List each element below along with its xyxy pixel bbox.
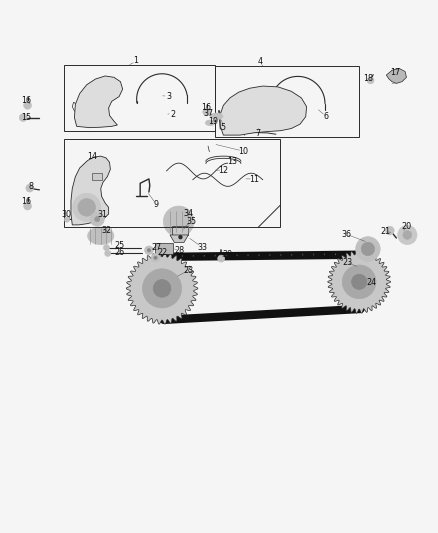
Ellipse shape — [211, 113, 223, 119]
Circle shape — [361, 242, 374, 256]
Text: 24: 24 — [366, 278, 377, 287]
Circle shape — [24, 202, 32, 210]
Text: 25: 25 — [114, 241, 124, 250]
Polygon shape — [220, 86, 307, 135]
Circle shape — [24, 101, 32, 109]
Text: 23: 23 — [342, 259, 353, 268]
Text: 19: 19 — [208, 117, 219, 126]
Bar — [215, 66, 359, 138]
Text: 8: 8 — [28, 182, 33, 191]
Text: 27: 27 — [152, 243, 162, 252]
Text: 6: 6 — [324, 112, 329, 121]
Polygon shape — [386, 69, 406, 84]
Text: 23: 23 — [183, 266, 194, 275]
Text: 10: 10 — [238, 147, 248, 156]
Circle shape — [105, 251, 111, 256]
Text: 22: 22 — [157, 248, 167, 257]
Circle shape — [90, 212, 104, 226]
Polygon shape — [170, 235, 188, 243]
Text: 13: 13 — [227, 157, 237, 166]
Text: 20: 20 — [401, 222, 411, 231]
Circle shape — [356, 237, 380, 261]
Circle shape — [367, 77, 374, 84]
Circle shape — [178, 235, 183, 239]
Text: 16: 16 — [21, 197, 31, 206]
Text: 35: 35 — [186, 217, 197, 226]
Text: 31: 31 — [98, 210, 107, 219]
Circle shape — [73, 193, 101, 221]
Circle shape — [151, 253, 160, 262]
Circle shape — [95, 216, 100, 222]
Text: 11: 11 — [249, 175, 259, 184]
Circle shape — [64, 217, 70, 222]
Text: 29: 29 — [223, 250, 233, 259]
Text: 32: 32 — [102, 225, 112, 235]
Text: 9: 9 — [154, 200, 159, 209]
Text: 21: 21 — [380, 228, 391, 237]
Text: 18: 18 — [363, 74, 373, 83]
Bar — [64, 140, 280, 227]
Bar — [172, 226, 188, 235]
Circle shape — [385, 226, 394, 235]
Circle shape — [352, 274, 367, 289]
Circle shape — [218, 255, 225, 262]
Text: 30: 30 — [62, 210, 71, 219]
Circle shape — [343, 265, 376, 298]
Circle shape — [142, 269, 182, 308]
Circle shape — [203, 108, 211, 116]
Circle shape — [403, 231, 412, 239]
Ellipse shape — [88, 227, 114, 245]
Text: 3: 3 — [166, 92, 171, 101]
Bar — [64, 65, 215, 131]
Polygon shape — [126, 253, 198, 324]
Circle shape — [145, 246, 153, 255]
Circle shape — [147, 248, 151, 252]
Text: 12: 12 — [218, 166, 229, 175]
Text: 16: 16 — [201, 103, 211, 112]
Text: 14: 14 — [87, 151, 97, 160]
Text: 5: 5 — [221, 123, 226, 132]
Text: 36: 36 — [341, 230, 351, 239]
Circle shape — [154, 256, 157, 260]
Text: 37: 37 — [204, 109, 214, 118]
Text: 16: 16 — [21, 96, 31, 105]
Text: 17: 17 — [390, 68, 401, 77]
Text: 4: 4 — [258, 57, 263, 66]
Circle shape — [78, 199, 95, 216]
Circle shape — [103, 245, 110, 251]
Bar — [92, 173, 102, 180]
Text: 7: 7 — [255, 129, 260, 138]
Circle shape — [153, 280, 171, 297]
Text: 15: 15 — [21, 112, 32, 122]
Text: 26: 26 — [114, 248, 124, 257]
Text: 33: 33 — [198, 243, 207, 252]
Circle shape — [398, 225, 417, 245]
Polygon shape — [328, 251, 391, 313]
Circle shape — [26, 184, 34, 192]
Text: 1: 1 — [133, 56, 138, 65]
Circle shape — [19, 114, 27, 122]
Polygon shape — [71, 156, 110, 225]
Polygon shape — [74, 76, 123, 128]
Circle shape — [163, 206, 194, 237]
Text: 28: 28 — [174, 246, 185, 255]
Ellipse shape — [205, 120, 215, 126]
Text: 2: 2 — [170, 110, 176, 118]
Bar — [155, 243, 173, 254]
Text: 34: 34 — [184, 209, 193, 218]
